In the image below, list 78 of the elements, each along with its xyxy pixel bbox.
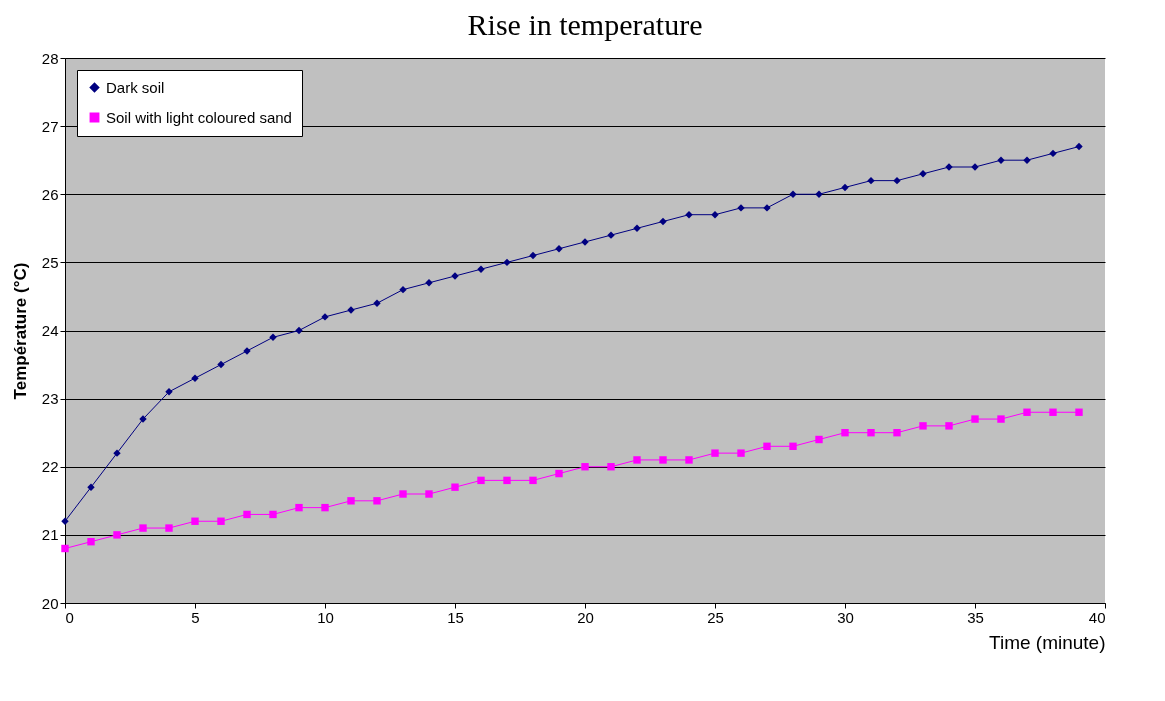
point (399, 285, 407, 294)
point (815, 435, 823, 444)
y-axis-title: Température (°C) (10, 262, 30, 400)
point (1075, 408, 1083, 416)
point (867, 428, 875, 437)
point (555, 469, 563, 478)
point (191, 517, 199, 525)
y-tick-label: 22 (41, 458, 59, 476)
point (685, 456, 693, 464)
legend-label: Soil with light coloured sand (106, 108, 292, 126)
point (113, 531, 121, 539)
point (269, 333, 277, 342)
point (347, 497, 355, 505)
point (529, 251, 537, 260)
point (763, 442, 771, 451)
point (945, 422, 953, 430)
x-tick-label: 15 (447, 608, 464, 626)
y-tick-label: 23 (41, 390, 59, 408)
point (607, 463, 615, 471)
point (659, 217, 667, 226)
point (503, 476, 511, 485)
point (893, 428, 901, 437)
point (295, 326, 303, 335)
x-tick-label: 0 (65, 608, 74, 626)
point (633, 456, 641, 464)
point (1075, 142, 1083, 151)
point (893, 176, 901, 185)
point (633, 224, 641, 233)
point (581, 463, 589, 471)
x-tick-label: 20 (577, 608, 594, 626)
point (685, 210, 693, 219)
point (867, 176, 875, 185)
point (737, 449, 745, 457)
point (451, 483, 459, 491)
x-tick-label: 35 (967, 608, 984, 626)
point (841, 428, 849, 437)
point (659, 456, 667, 464)
y-tick-label: 25 (41, 253, 59, 271)
point (711, 449, 719, 457)
x-tick-label: 10 (317, 608, 334, 626)
point (87, 537, 95, 546)
x-tick-label: 30 (837, 608, 854, 626)
x-tick-label: 5 (191, 608, 200, 626)
y-tick-label: 27 (41, 117, 59, 135)
point (425, 490, 433, 498)
x-axis-title: Time (minute) (989, 631, 1106, 653)
point (841, 183, 849, 192)
point (1049, 149, 1057, 158)
point (321, 503, 329, 512)
point (139, 524, 147, 532)
x-tick-label: 40 (1088, 608, 1106, 626)
point (971, 415, 979, 423)
chart-title: Rise in temperature (467, 8, 703, 41)
x-tick-label: 25 (707, 608, 724, 626)
y-tick-label: 26 (41, 185, 59, 203)
point (1023, 408, 1031, 416)
point (217, 517, 225, 525)
y-tick-label: 28 (41, 49, 59, 67)
point (477, 476, 485, 485)
point (217, 360, 225, 369)
legend-label: Dark soil (106, 78, 165, 96)
y-tick-label: 20 (41, 594, 59, 612)
y-tick-label: 21 (41, 526, 59, 544)
point (503, 258, 511, 267)
point (529, 476, 537, 485)
point (373, 497, 381, 505)
point (61, 544, 69, 553)
point (711, 210, 719, 219)
point (269, 510, 277, 519)
point (1049, 408, 1057, 416)
point (399, 490, 407, 498)
point (295, 503, 303, 512)
y-tick-label: 24 (41, 322, 59, 339)
point (997, 415, 1005, 423)
point (165, 524, 173, 532)
point (919, 422, 927, 430)
point (789, 442, 797, 451)
point (243, 510, 251, 519)
